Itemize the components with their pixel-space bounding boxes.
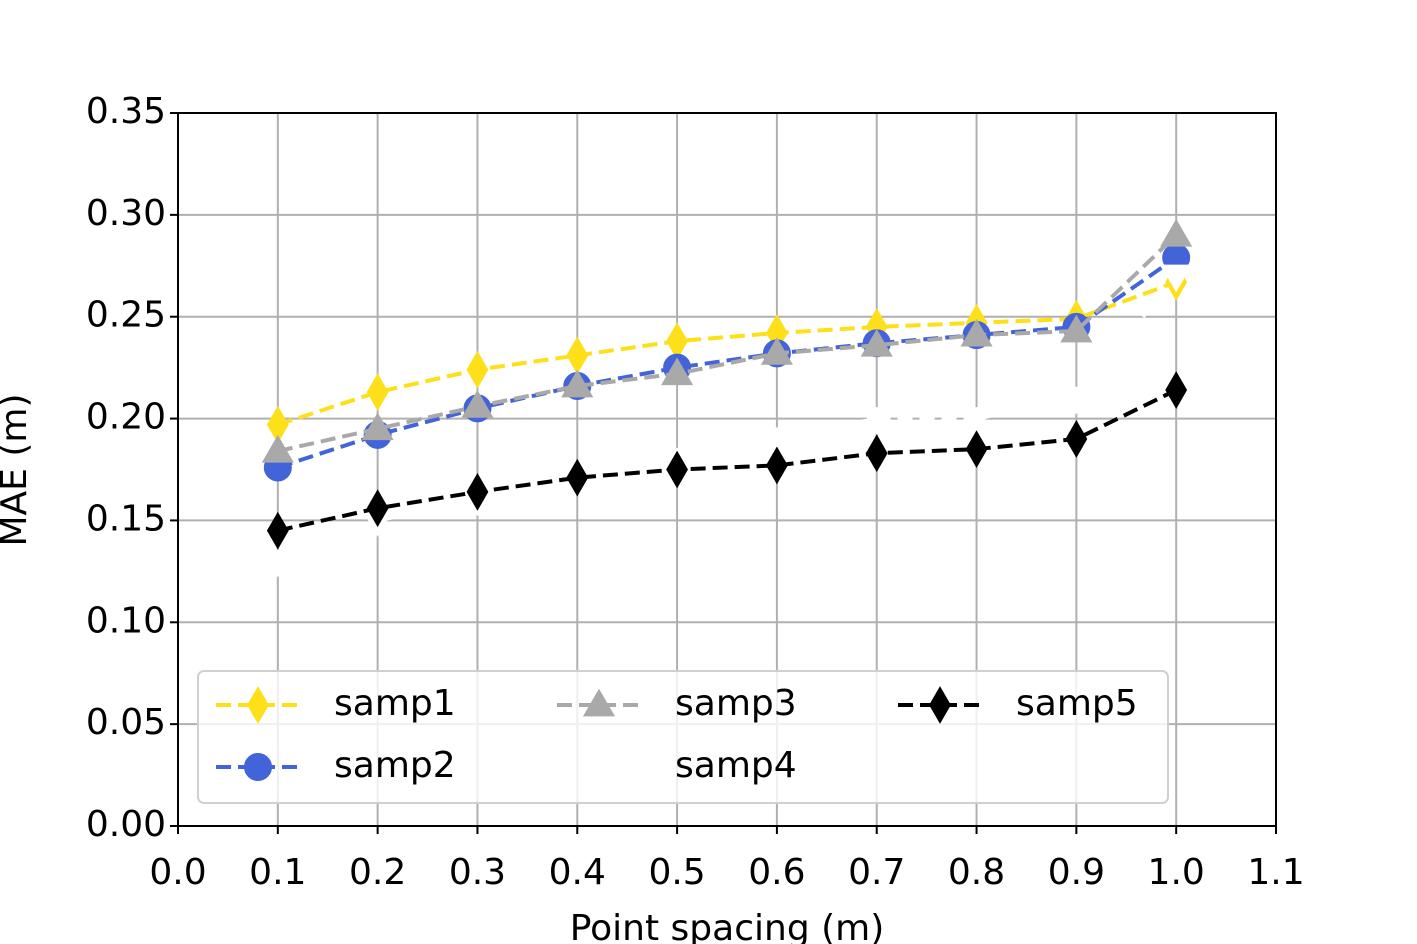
x-tick-label: 1.1 <box>1247 852 1304 893</box>
x-tick-label: 0.8 <box>948 852 1005 893</box>
plot-frame <box>177 112 1277 827</box>
marker <box>366 489 389 528</box>
marker <box>929 686 951 724</box>
marker <box>361 412 394 441</box>
x-tick-label: 0.3 <box>449 852 506 893</box>
marker <box>244 753 272 781</box>
series-line <box>277 274 1178 564</box>
marker <box>1065 420 1088 458</box>
y-tick-label: 0.20 <box>86 397 166 438</box>
series-line <box>277 233 1178 454</box>
marker <box>582 688 616 717</box>
legend-item: samp4 <box>557 745 797 786</box>
x-tick-label: 0.9 <box>1048 852 1105 893</box>
x-tick-label: 0.7 <box>848 852 905 893</box>
y-tick-label: 0.00 <box>86 804 166 845</box>
marker <box>261 549 294 578</box>
marker <box>461 390 494 418</box>
marker <box>1160 218 1193 247</box>
y-tick-label: 0.30 <box>86 193 166 234</box>
x-tick-label: 0.4 <box>549 852 606 893</box>
marker <box>960 318 993 347</box>
y-axis-label: MAE (m) <box>0 393 35 546</box>
marker <box>1060 314 1093 343</box>
legend-label: samp4 <box>675 745 797 786</box>
legend-item: samp5 <box>898 683 1138 724</box>
x-axis-label: Point spacing (m) <box>570 908 885 944</box>
legend-label: samp5 <box>1016 683 1138 724</box>
y-tick-label: 0.05 <box>86 702 166 743</box>
marker <box>865 434 888 473</box>
marker <box>766 446 788 485</box>
marker <box>566 458 589 497</box>
x-tick-label: 0.5 <box>648 852 705 893</box>
marker <box>760 427 793 456</box>
legend-label: samp3 <box>675 683 797 724</box>
marker <box>860 407 893 435</box>
legend-item: samp1 <box>216 683 456 724</box>
x-tick-label: 0.2 <box>349 852 406 893</box>
marker <box>582 755 616 784</box>
marker <box>960 407 993 435</box>
legend-label: samp2 <box>334 745 456 786</box>
marker <box>1060 386 1093 415</box>
marker <box>261 434 294 463</box>
marker <box>661 357 694 386</box>
x-tick-label: 1.0 <box>1148 852 1205 893</box>
y-tick-label: 0.10 <box>86 600 166 641</box>
marker <box>666 450 688 489</box>
marker <box>1160 264 1193 293</box>
marker <box>566 336 589 375</box>
y-tick-label: 0.35 <box>86 91 166 132</box>
marker <box>860 328 893 357</box>
marker <box>1165 371 1188 409</box>
series-line <box>277 388 1178 533</box>
marker <box>466 350 489 389</box>
x-tick-label: 0.1 <box>249 852 306 893</box>
x-tick-label: 0.0 <box>149 852 206 893</box>
series-line <box>277 255 1178 470</box>
marker <box>666 322 688 361</box>
legend-item: samp2 <box>216 745 456 786</box>
marker <box>247 686 269 724</box>
marker <box>561 369 594 398</box>
marker <box>266 511 289 550</box>
marker <box>965 430 988 469</box>
legend-label: samp1 <box>334 683 456 724</box>
marker <box>760 337 793 365</box>
series-line <box>277 280 1177 427</box>
y-tick-label: 0.15 <box>86 498 166 539</box>
legend-item: samp3 <box>557 683 797 724</box>
y-tick-label: 0.25 <box>86 295 166 336</box>
marker <box>466 473 489 511</box>
x-tick-label: 0.6 <box>748 852 805 893</box>
marker <box>366 373 389 411</box>
